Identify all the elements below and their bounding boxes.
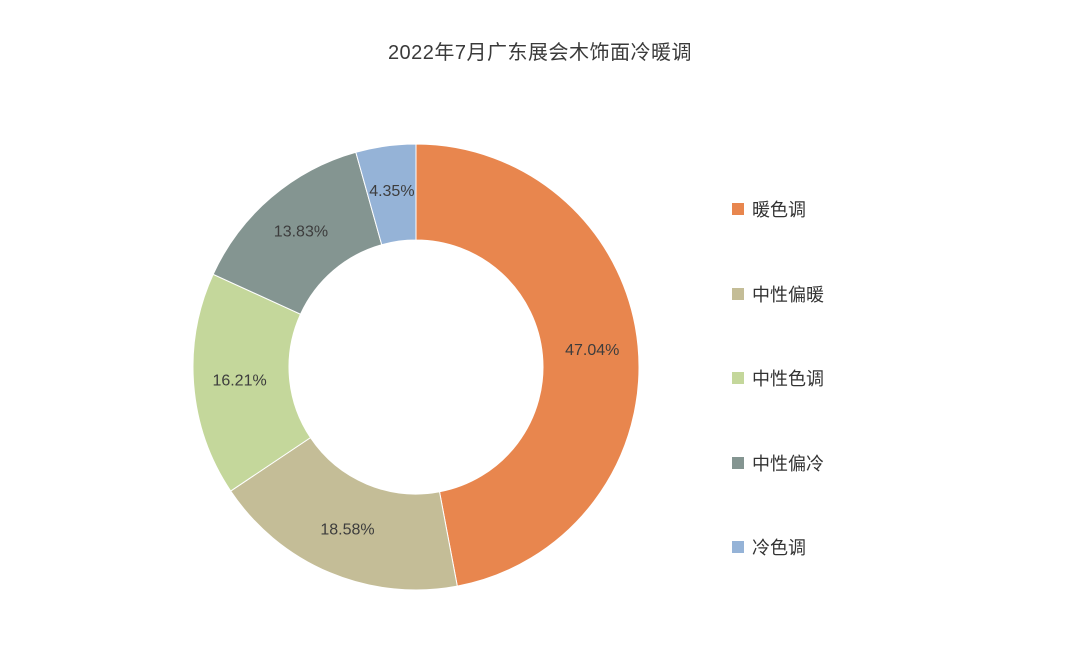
legend-label: 中性偏暖 — [752, 284, 824, 305]
legend-item: 中性偏冷 — [732, 448, 824, 478]
legend-swatch — [732, 456, 744, 469]
donut-slice — [192, 273, 312, 492]
chart-title: 2022年7月广东展会木饰面冷暖调 — [387, 42, 693, 64]
legend-item: 中性偏暖 — [732, 279, 824, 309]
legend-swatch — [732, 372, 744, 384]
legend-swatch — [732, 203, 744, 215]
legend-label: 中性色调 — [752, 369, 824, 389]
slice-value-label: 16.21% — [212, 372, 266, 389]
slice-labels-group: 47.04% 18.58% 16.21% 13.83% 4.35% — [212, 183, 619, 539]
donut-slice — [415, 143, 640, 587]
slice-value-label: 47.04% — [565, 342, 619, 359]
legend-swatch — [732, 287, 744, 300]
slice-value-label: 13.83% — [274, 224, 328, 241]
legend-item: 中性色调 — [732, 363, 824, 393]
donut-slice — [355, 143, 417, 246]
donut-slice — [229, 436, 458, 591]
legend-label: 中性偏冷 — [752, 453, 824, 474]
legend-label: 冷色调 — [752, 538, 806, 558]
slices-group — [192, 143, 640, 591]
slice-value-label: 18.58% — [320, 521, 374, 538]
legend-label: 暖色调 — [752, 200, 806, 220]
legend-swatch — [732, 541, 744, 553]
legend-item: 冷色调 — [732, 532, 806, 562]
legend-item: 暖色调 — [732, 194, 806, 224]
slice-value-label: 4.35% — [369, 183, 414, 200]
